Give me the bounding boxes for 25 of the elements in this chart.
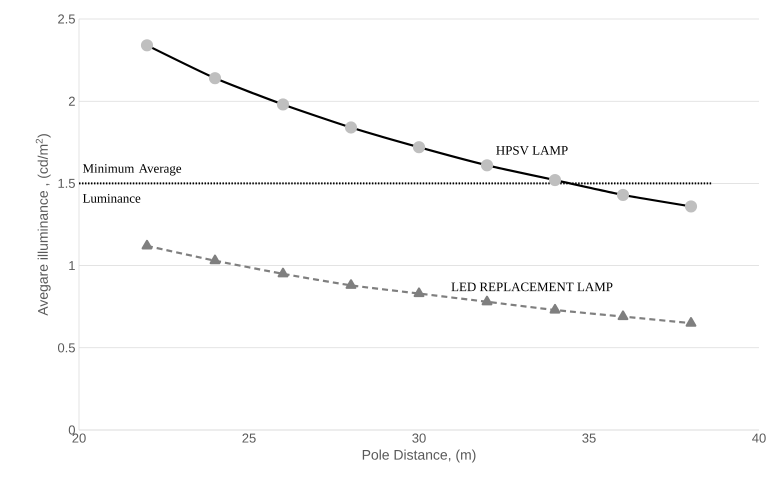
x-tick-label: 20 <box>72 434 86 443</box>
point <box>414 287 424 298</box>
y-axis-title: Avegare illuminance , (cd/m$^{2}$) <box>36 134 51 316</box>
series-label: LED REPLACEMENT LAMP <box>451 282 612 292</box>
y-tick-label: 1 <box>69 261 75 270</box>
point <box>142 240 152 250</box>
y-tick-label: 1.5 <box>58 178 75 188</box>
point <box>210 254 220 264</box>
y-tick-label: 0 <box>68 425 75 435</box>
point <box>550 304 560 314</box>
point <box>686 317 696 327</box>
point <box>618 310 628 320</box>
x-tick-label: 25 <box>242 434 256 443</box>
x-tick-label: 40 <box>752 434 766 443</box>
x-tick-label: 30 <box>412 434 426 443</box>
point <box>346 279 356 289</box>
x-axis-title: Pole Distance, (m) <box>362 450 476 463</box>
y-tick-label: 2.5 <box>58 14 75 24</box>
y-tick-label: 0.5 <box>58 343 75 352</box>
point <box>278 268 288 278</box>
text: Minimum Average Luminance <box>82 164 182 203</box>
x-tick-label: 35 <box>582 434 596 443</box>
point <box>482 296 492 306</box>
series-label: HPSV LAMP <box>496 146 568 155</box>
y-tick-label: 2 <box>68 96 75 106</box>
